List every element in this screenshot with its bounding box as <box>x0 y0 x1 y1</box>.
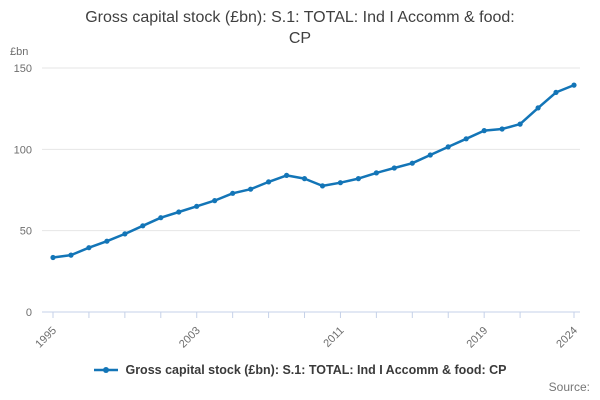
data-point <box>230 190 236 196</box>
data-point <box>517 121 523 127</box>
data-point <box>86 245 92 251</box>
data-point <box>445 144 451 150</box>
data-point <box>427 152 433 158</box>
x-tick-label: 2003 <box>177 325 203 351</box>
line-chart-plot-area: 0 50 100 150 1995 2003 2011 2019 2024 <box>14 63 580 351</box>
data-point <box>68 252 74 258</box>
data-point <box>373 170 379 176</box>
chart-title: Gross capital stock (£bn): S.1: TOTAL: I… <box>0 7 600 49</box>
data-point <box>212 198 218 204</box>
data-point <box>535 105 541 111</box>
data-point <box>481 128 487 134</box>
data-point <box>284 172 290 178</box>
data-point <box>301 176 308 182</box>
legend-series-label: Gross capital stock (£bn): S.1: TOTAL: I… <box>125 363 507 377</box>
data-point <box>194 203 200 209</box>
data-point <box>176 209 182 215</box>
y-tick-label: 150 <box>14 63 32 75</box>
legend: Gross capital stock (£bn): S.1: TOTAL: I… <box>0 363 600 377</box>
x-tick-label: 1995 <box>33 325 59 351</box>
x-tick-label: 2024 <box>554 325 580 351</box>
data-point <box>463 136 469 142</box>
data-point <box>355 176 361 182</box>
data-point <box>409 160 415 166</box>
data-point <box>140 223 146 229</box>
data-point <box>319 183 326 189</box>
legend-line-marker-icon <box>94 367 119 373</box>
x-tick-label: 2019 <box>464 325 490 351</box>
data-point <box>499 126 505 132</box>
data-point <box>158 215 164 221</box>
data-point <box>50 254 56 261</box>
y-axis-unit-label: £bn <box>10 46 29 58</box>
data-point <box>122 231 128 237</box>
data-point <box>571 82 577 88</box>
data-point <box>104 238 110 244</box>
data-point <box>337 180 343 186</box>
data-point <box>391 165 397 171</box>
y-tick-label: 0 <box>26 307 32 319</box>
chart-title-line1: Gross capital stock (£bn): S.1: TOTAL: I… <box>85 9 515 26</box>
chart-title-line2: CP <box>288 30 312 47</box>
data-line <box>51 83 576 259</box>
source-label: Source: <box>548 380 590 394</box>
data-point <box>553 89 559 95</box>
x-tick-label: 2011 <box>321 325 346 350</box>
y-tick-label: 100 <box>14 144 32 156</box>
y-tick-label: 50 <box>20 226 32 238</box>
data-point <box>266 179 272 185</box>
data-point <box>248 186 254 192</box>
